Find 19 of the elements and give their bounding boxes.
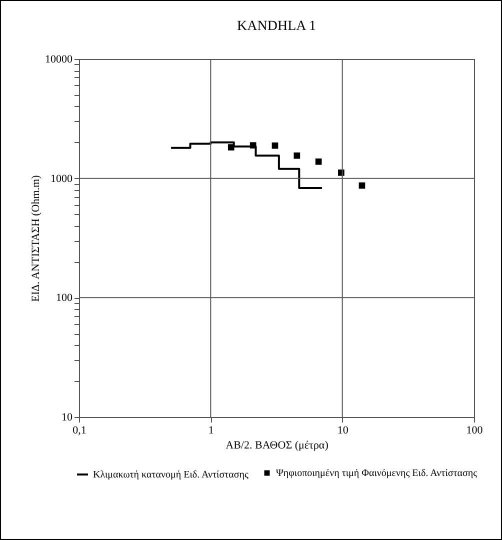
chart-title: KANDHLA 1	[237, 19, 316, 34]
legend-label: Ψηφιοποιημένη τιμή Φαινόμενης Ειδ. Αντίστασης	[276, 468, 478, 479]
y-tick-label: 10000	[45, 54, 73, 66]
point	[315, 158, 322, 165]
point	[294, 152, 300, 159]
point	[272, 142, 278, 149]
x-tick-label: 0,1	[72, 424, 86, 436]
x-tick-label: 100	[466, 424, 484, 436]
y-tick-label: 1000	[50, 172, 73, 185]
y-tick-label: 100	[56, 292, 73, 304]
y-axis-title: ΕΙΔ. ΑΝΤΙΣΤΑΣΗ (Ohm.m)	[30, 174, 42, 302]
point	[250, 142, 256, 149]
x-tick-label: 10	[337, 424, 349, 436]
point	[228, 144, 234, 150]
y-tick-label: 10	[62, 412, 73, 424]
x-axis-title: ΑΒ/2. ΒΑΘΟΣ (μέτρα)	[226, 440, 329, 452]
x-tick-label: 1	[208, 424, 214, 436]
point	[358, 182, 366, 189]
legend-label: Κλιμακωτή κατανομή Ειδ. Αντίστασης	[93, 470, 249, 480]
